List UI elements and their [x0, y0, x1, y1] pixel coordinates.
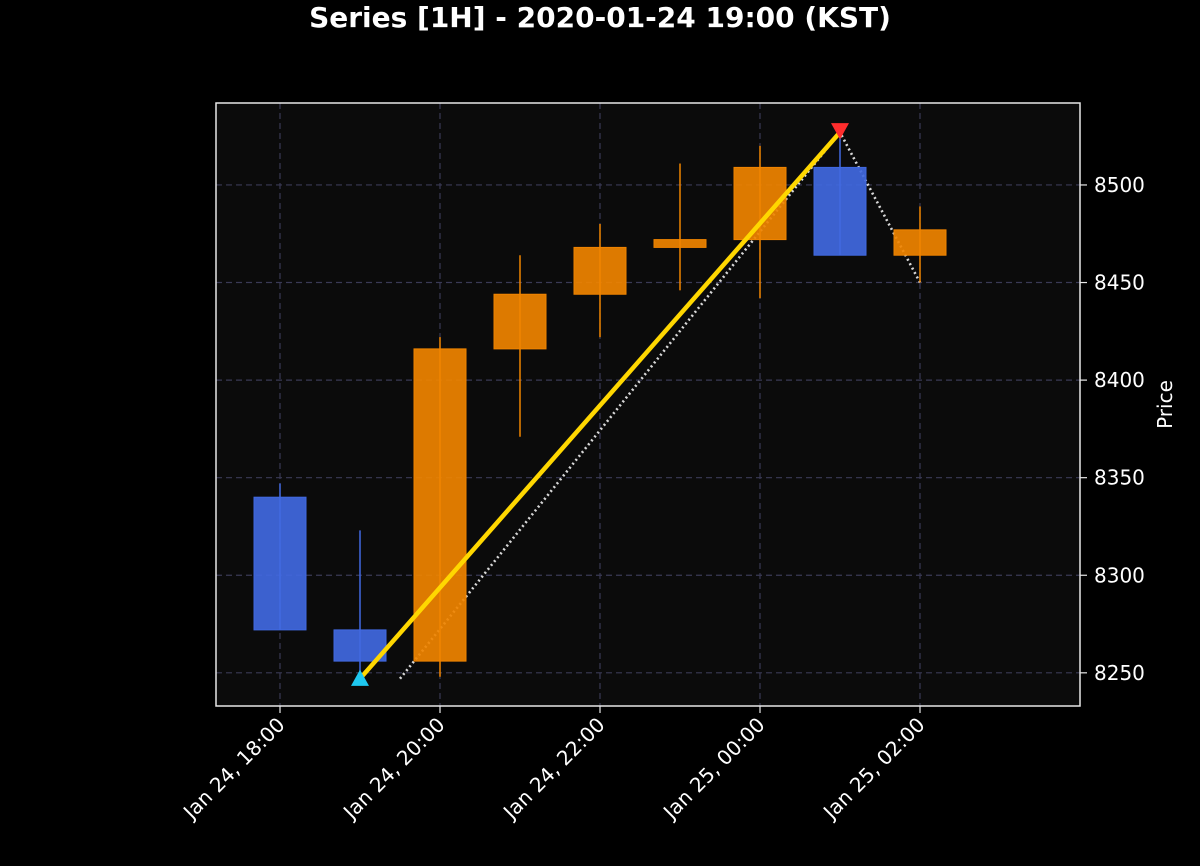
candle-body — [893, 229, 947, 256]
plot-area — [216, 103, 1080, 706]
trend-line-layer — [357, 130, 843, 681]
candle-body — [573, 246, 627, 295]
y-tick-label: 8450 — [1094, 271, 1145, 295]
chart-title: Series [1H] - 2020-01-24 19:00 (KST) — [309, 1, 891, 34]
candle-body — [413, 348, 467, 662]
y-axis-label: Price — [1153, 380, 1177, 429]
candle-up — [653, 163, 707, 291]
y-tick-label: 8500 — [1094, 173, 1145, 197]
y-tick-label: 8400 — [1094, 368, 1145, 392]
candle-up — [413, 337, 467, 677]
plot-frame — [215, 102, 1081, 707]
candle-up — [493, 255, 547, 437]
candle-body — [493, 293, 547, 350]
trend-line — [357, 130, 843, 681]
y-axis: 8250 8300 8350 8400 8450 8500 — [1080, 173, 1145, 685]
x-tick-label: Jan 24, 20:00 — [337, 713, 449, 825]
x-tick-label: Jan 25, 00:00 — [657, 713, 769, 825]
x-tick-label: Jan 25, 02:00 — [817, 713, 929, 825]
markers-layer — [351, 123, 849, 686]
candles-layer — [253, 132, 947, 683]
y-tick-label: 8300 — [1094, 563, 1145, 587]
x-axis: Jan 24, 18:00 Jan 24, 20:00 Jan 24, 22:00 J… — [177, 706, 930, 825]
candle-down — [813, 132, 867, 256]
x-tick-label: Jan 24, 18:00 — [177, 713, 289, 825]
x-tick-label: Jan 24, 22:00 — [497, 713, 609, 825]
triangle-down-marker — [831, 123, 849, 140]
y-tick-label: 8250 — [1094, 661, 1145, 685]
candle-down — [253, 483, 307, 631]
candle-up — [893, 206, 947, 283]
candle-body — [253, 496, 307, 631]
candle-body — [653, 239, 707, 248]
triangle-up-marker — [351, 669, 369, 686]
candle-up — [573, 223, 627, 338]
y-tick-label: 8350 — [1094, 466, 1145, 490]
candle-body — [813, 166, 867, 256]
